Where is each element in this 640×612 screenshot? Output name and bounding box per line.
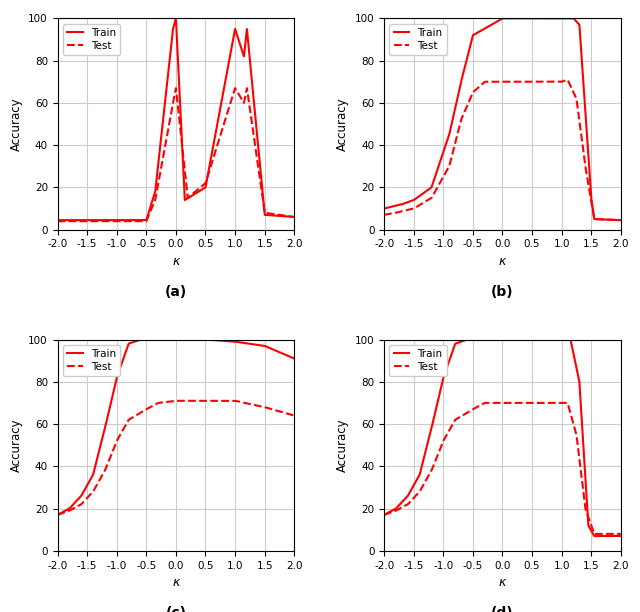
Train <box>166 52 174 59</box>
Train <box>552 15 560 22</box>
Test <box>271 211 279 218</box>
Train <box>590 532 598 540</box>
Train <box>54 511 61 518</box>
Test <box>166 115 174 122</box>
Test <box>480 79 488 86</box>
Test <box>493 78 500 86</box>
Train <box>153 171 161 179</box>
Test <box>610 216 618 223</box>
Train <box>499 15 506 22</box>
Test <box>166 398 174 405</box>
Train <box>153 336 161 343</box>
Y-axis label: Accuracy: Accuracy <box>10 97 22 151</box>
Y-axis label: Accuracy: Accuracy <box>10 419 22 472</box>
Test <box>552 78 560 86</box>
Train <box>155 154 163 162</box>
Test <box>153 400 161 407</box>
Test <box>552 399 560 406</box>
Train <box>610 532 618 540</box>
Train <box>493 336 500 343</box>
Legend: Train, Test: Train, Test <box>389 24 447 55</box>
Test <box>172 397 180 405</box>
Test <box>380 511 388 518</box>
Test <box>480 400 488 407</box>
Line: Train: Train <box>58 18 294 220</box>
Test <box>283 410 291 417</box>
Train <box>166 336 174 343</box>
Line: Test: Test <box>384 80 621 220</box>
Train <box>598 215 605 223</box>
Test <box>155 176 163 184</box>
Train <box>380 511 388 518</box>
Line: Test: Test <box>58 401 294 515</box>
Test <box>153 187 161 194</box>
Train <box>155 336 163 343</box>
Train <box>226 338 234 345</box>
Train <box>380 205 388 212</box>
Train <box>482 24 490 32</box>
X-axis label: κ: κ <box>499 255 506 268</box>
Train <box>617 217 625 224</box>
Train <box>54 217 61 224</box>
Line: Test: Test <box>384 403 621 534</box>
Test <box>380 211 388 218</box>
Train <box>617 532 625 540</box>
Test <box>481 399 488 406</box>
Text: (c): (c) <box>165 606 186 612</box>
Test <box>598 215 605 223</box>
Line: Train: Train <box>58 340 294 515</box>
Test <box>482 399 490 406</box>
Text: (a): (a) <box>164 285 187 299</box>
Test <box>590 530 598 537</box>
Train <box>271 347 279 354</box>
Test <box>610 530 618 537</box>
Test <box>493 399 500 406</box>
Test <box>598 530 605 537</box>
Line: Test: Test <box>58 88 294 221</box>
X-axis label: κ: κ <box>172 255 180 268</box>
Test <box>231 84 239 92</box>
Train <box>291 214 298 221</box>
Test <box>617 530 625 537</box>
Train <box>172 15 180 22</box>
Test <box>283 212 291 220</box>
Test <box>226 102 234 110</box>
Train <box>480 26 488 33</box>
Train <box>610 216 618 223</box>
Test <box>482 78 490 86</box>
Test <box>226 397 234 405</box>
Test <box>291 412 298 419</box>
Text: (b): (b) <box>491 285 514 299</box>
Test <box>54 511 61 518</box>
Y-axis label: Accuracy: Accuracy <box>336 97 349 151</box>
Legend: Train, Test: Train, Test <box>389 345 447 376</box>
X-axis label: κ: κ <box>172 576 180 589</box>
Train <box>480 336 488 343</box>
Legend: Train, Test: Train, Test <box>63 345 120 376</box>
Test <box>291 214 298 221</box>
Train <box>283 352 291 359</box>
Test <box>271 406 279 414</box>
X-axis label: κ: κ <box>499 576 506 589</box>
Train <box>482 336 490 343</box>
Y-axis label: Accuracy: Accuracy <box>336 419 349 472</box>
Line: Train: Train <box>384 340 621 536</box>
Train <box>291 355 298 362</box>
Train <box>226 55 234 62</box>
Test <box>617 217 625 224</box>
Train <box>552 336 560 343</box>
Line: Train: Train <box>384 18 621 220</box>
Legend: Train, Test: Train, Test <box>63 24 120 55</box>
Train <box>463 336 471 343</box>
Train <box>493 18 500 25</box>
Train <box>283 213 291 220</box>
Test <box>564 76 572 83</box>
Test <box>54 217 61 225</box>
Train <box>136 336 144 343</box>
Test <box>155 399 163 406</box>
Text: (d): (d) <box>491 606 514 612</box>
Train <box>271 212 279 219</box>
Train <box>598 532 605 540</box>
